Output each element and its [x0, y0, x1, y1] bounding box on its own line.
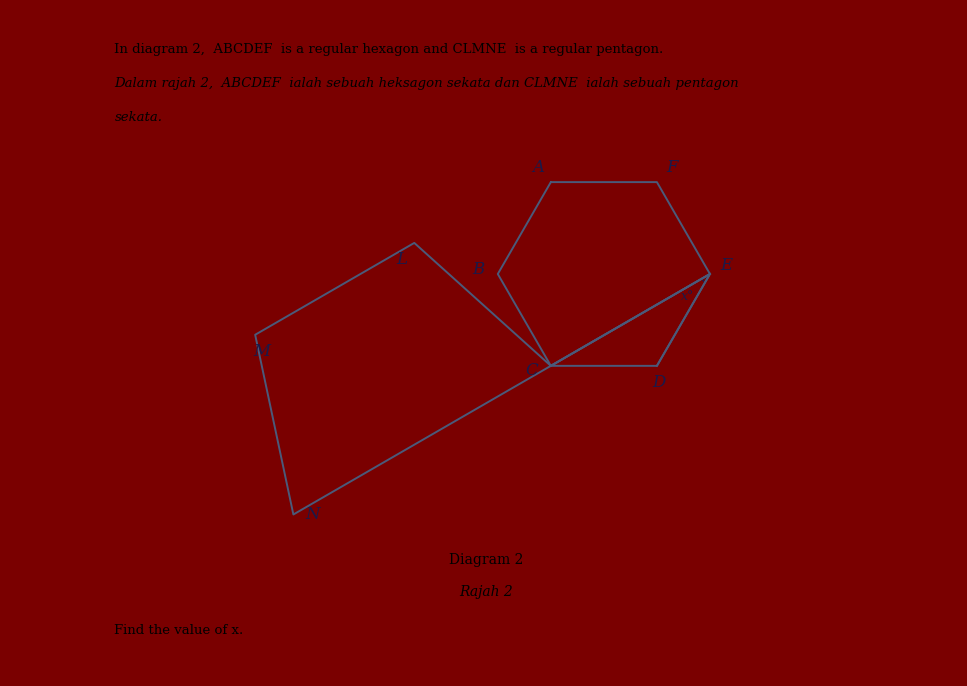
Text: D: D	[653, 375, 665, 391]
Text: L: L	[396, 251, 407, 268]
Text: In diagram 2,  ABCDEF  is a regular hexagon and CLMNE  is a regular pentagon.: In diagram 2, ABCDEF is a regular hexago…	[114, 43, 663, 56]
Text: B: B	[473, 261, 484, 279]
Text: C: C	[525, 362, 538, 379]
Text: Rajah 2: Rajah 2	[459, 584, 513, 599]
Text: x°: x°	[681, 290, 694, 303]
Text: Dalam rajah 2,  ABCDEF  ialah sebuah heksagon sekata dan CLMNE  ialah sebuah pen: Dalam rajah 2, ABCDEF ialah sebuah heksa…	[114, 78, 739, 91]
Text: sekata.: sekata.	[114, 111, 162, 124]
Text: Find the value of x.: Find the value of x.	[114, 624, 244, 637]
Text: E: E	[719, 257, 732, 274]
Text: M: M	[253, 343, 270, 360]
Text: F: F	[666, 158, 678, 176]
Text: Diagram 2: Diagram 2	[449, 553, 523, 567]
Text: A: A	[532, 158, 544, 176]
Text: N: N	[306, 506, 320, 523]
